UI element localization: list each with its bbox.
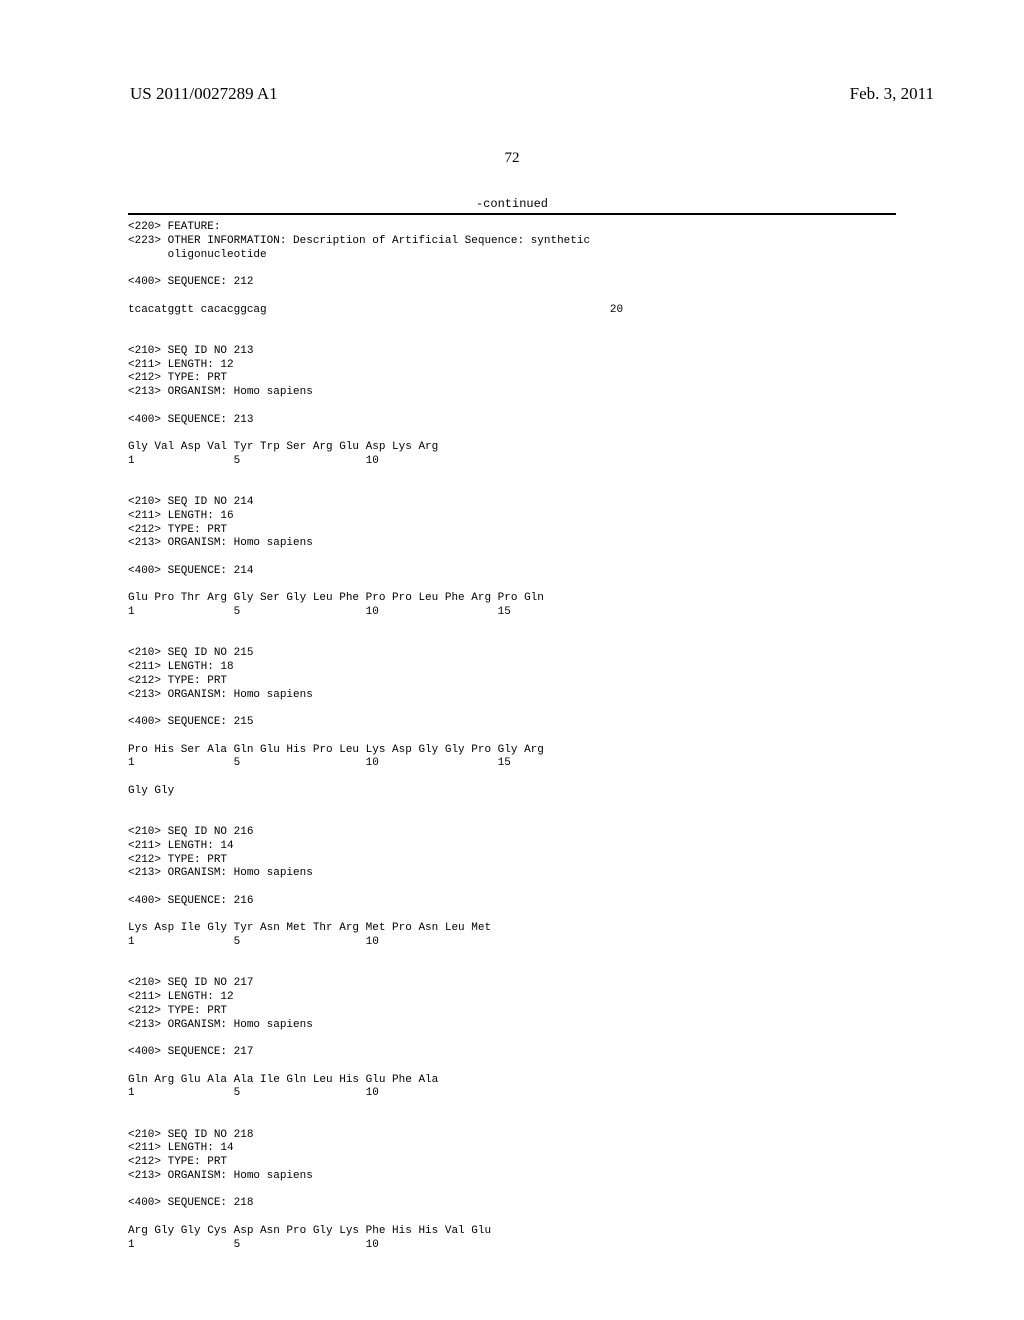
continued-label: -continued [0, 197, 1024, 211]
entry-218-length: <211> LENGTH: 14 [128, 1142, 234, 1154]
entry-213-length: <211> LENGTH: 12 [128, 359, 234, 371]
doc-date: Feb. 3, 2011 [850, 84, 934, 104]
entry-216-seqid: <210> SEQ ID NO 216 [128, 826, 253, 838]
entry-218-seqid: <210> SEQ ID NO 218 [128, 1129, 253, 1141]
entry-215-seq-label: <400> SEQUENCE: 215 [128, 716, 253, 728]
entry-215-length: <211> LENGTH: 18 [128, 661, 234, 673]
entry-214-seq-label: <400> SEQUENCE: 214 [128, 565, 253, 577]
entry-213-seq-line: Gly Val Asp Val Tyr Trp Ser Arg Glu Asp … [128, 441, 438, 453]
entry-216-seq-line: Lys Asp Ile Gly Tyr Asn Met Thr Arg Met … [128, 922, 491, 934]
entry-216-type: <212> TYPE: PRT [128, 854, 227, 866]
entry-218-seq-label: <400> SEQUENCE: 218 [128, 1197, 253, 1209]
entry-217-organism: <213> ORGANISM: Homo sapiens [128, 1019, 313, 1031]
entry-216-pos-line: 1 5 10 [128, 936, 379, 948]
entry-218-organism: <213> ORGANISM: Homo sapiens [128, 1170, 313, 1182]
entry-216-length: <211> LENGTH: 14 [128, 840, 234, 852]
entry-215-pos-line: 1 5 10 15 [128, 757, 511, 769]
entry-213-type: <212> TYPE: PRT [128, 372, 227, 384]
entry-214-organism: <213> ORGANISM: Homo sapiens [128, 537, 313, 549]
entry-217-pos-line: 1 5 10 [128, 1087, 379, 1099]
entry-212-seq-line: tcacatggtt cacacggcag 20 [128, 304, 623, 316]
entry-212-feature: <220> FEATURE: [128, 221, 220, 233]
entry-214-type: <212> TYPE: PRT [128, 524, 227, 536]
entry-212-oligo: oligonucleotide [128, 249, 267, 261]
entry-215-seqid: <210> SEQ ID NO 215 [128, 647, 253, 659]
doc-id: US 2011/0027289 A1 [130, 84, 934, 104]
entry-218-type: <212> TYPE: PRT [128, 1156, 227, 1168]
entry-217-seq-label: <400> SEQUENCE: 217 [128, 1046, 253, 1058]
entry-215-type: <212> TYPE: PRT [128, 675, 227, 687]
entry-217-seq-line: Gln Arg Glu Ala Ala Ile Gln Leu His Glu … [128, 1074, 438, 1086]
entry-212-seq-label: <400> SEQUENCE: 212 [128, 276, 253, 288]
entry-216-organism: <213> ORGANISM: Homo sapiens [128, 867, 313, 879]
entry-213-pos-line: 1 5 10 [128, 455, 379, 467]
entry-213-organism: <213> ORGANISM: Homo sapiens [128, 386, 313, 398]
entry-214-length: <211> LENGTH: 16 [128, 510, 234, 522]
entry-214-seq-line: Glu Pro Thr Arg Gly Ser Gly Leu Phe Pro … [128, 592, 544, 604]
entry-218-pos-line: 1 5 10 [128, 1239, 379, 1251]
entry-217-length: <211> LENGTH: 12 [128, 991, 234, 1003]
entry-212-other-info: <223> OTHER INFORMATION: Description of … [128, 235, 590, 247]
entry-215-seq-line: Pro His Ser Ala Gln Glu His Pro Leu Lys … [128, 744, 544, 756]
entry-217-seqid: <210> SEQ ID NO 217 [128, 977, 253, 989]
entry-214-pos-line: 1 5 10 15 [128, 606, 511, 618]
entry-214-seqid: <210> SEQ ID NO 214 [128, 496, 253, 508]
entry-216-seq-label: <400> SEQUENCE: 216 [128, 895, 253, 907]
entry-217-type: <212> TYPE: PRT [128, 1005, 227, 1017]
entry-218-seq-line: Arg Gly Gly Cys Asp Asn Pro Gly Lys Phe … [128, 1225, 491, 1237]
entry-215-seq-line2: Gly Gly [128, 785, 174, 797]
document-header: US 2011/0027289 A1 Feb. 3, 2011 [0, 0, 1024, 104]
page-number: 72 [0, 150, 1024, 167]
entry-213-seqid: <210> SEQ ID NO 213 [128, 345, 253, 357]
entry-213-seq-label: <400> SEQUENCE: 213 [128, 414, 253, 426]
sequence-listing: <220> FEATURE: <223> OTHER INFORMATION: … [0, 215, 1024, 1252]
entry-215-organism: <213> ORGANISM: Homo sapiens [128, 689, 313, 701]
